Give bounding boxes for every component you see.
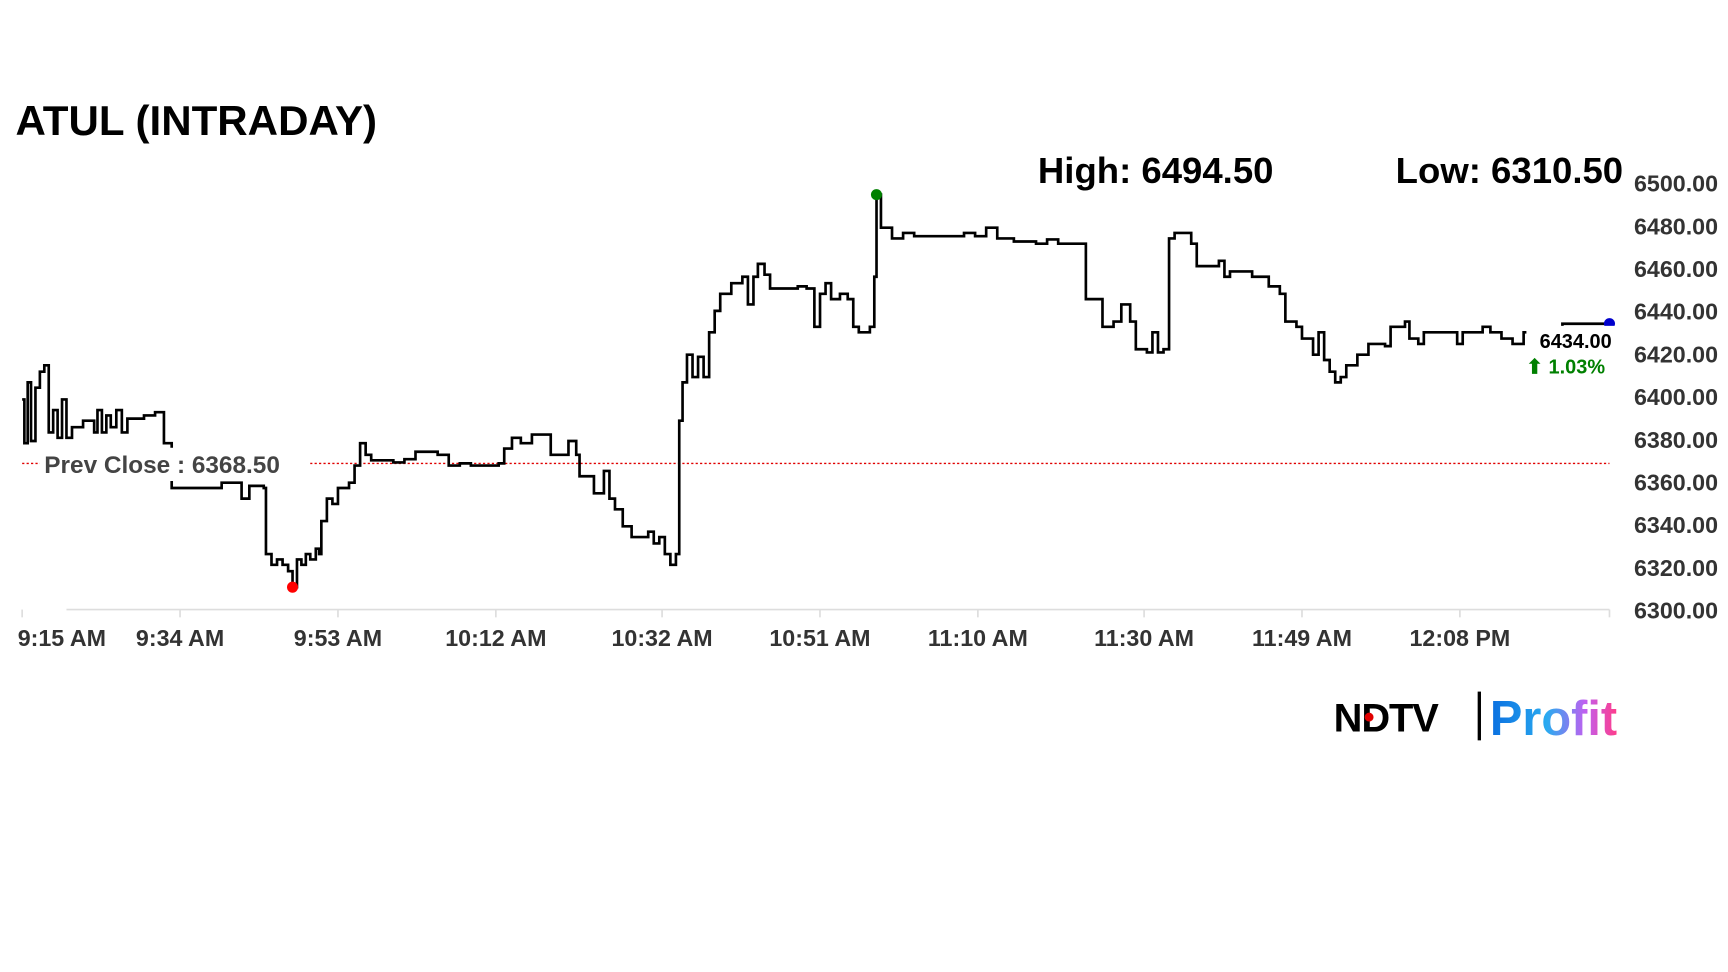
x-tick-label: 10:51 AM xyxy=(769,625,870,651)
chart-title: ATUL (INTRADAY) xyxy=(16,97,378,144)
x-tick-label: 12:08 PM xyxy=(1409,625,1510,651)
last-price-label: 6434.00 xyxy=(1540,331,1612,353)
x-tick-label: 10:12 AM xyxy=(445,625,546,651)
low-marker xyxy=(286,581,299,593)
prev-close-label: Prev Close : 6368.50 xyxy=(44,452,280,479)
y-tick-label: 6440.00 xyxy=(1634,299,1718,325)
y-tick-label: 6420.00 xyxy=(1634,341,1718,367)
high-marker xyxy=(870,189,883,201)
logo-red-dot xyxy=(1364,712,1374,722)
x-tick-label: 10:32 AM xyxy=(611,625,712,651)
axes: 9:15 AM 9:34 AM 9:53 AM 10:12 AM 10:32 AM 10:… xyxy=(18,171,1718,651)
y-tick-label: 6500.00 xyxy=(1634,171,1718,197)
logo-ndtv-text: NDTV xyxy=(1334,696,1440,740)
x-tick-label: 11:30 AM xyxy=(1094,625,1194,651)
markers xyxy=(286,189,1616,593)
change-label: ⬆ 1.03% xyxy=(1526,357,1605,379)
y-tick-label: 6300.00 xyxy=(1634,597,1718,623)
logo-divider xyxy=(1477,691,1481,741)
price-line xyxy=(22,193,1610,589)
y-tick-label: 6460.00 xyxy=(1634,256,1718,282)
x-tick-label: 9:53 AM xyxy=(294,625,382,651)
x-tick-label: 9:15 AM xyxy=(18,625,106,651)
y-tick-label: 6360.00 xyxy=(1634,469,1718,495)
low-label: Low: 6310.50 xyxy=(1396,150,1623,191)
ndtv-profit-logo: NDTV Profit xyxy=(1334,691,1617,746)
x-tick-label: 11:49 AM xyxy=(1252,625,1352,651)
y-tick-label: 6380.00 xyxy=(1634,427,1718,453)
prev-close-label-bg xyxy=(39,447,311,482)
x-tick-label: 9:34 AM xyxy=(136,625,224,651)
logo-profit-text: Profit xyxy=(1490,692,1617,746)
y-tick-label: 6400.00 xyxy=(1634,384,1718,410)
y-tick-label: 6320.00 xyxy=(1634,555,1718,581)
x-tick-label: 11:10 AM xyxy=(928,625,1028,651)
y-tick-label: 6480.00 xyxy=(1634,213,1718,239)
y-tick-label: 6340.00 xyxy=(1634,512,1718,538)
last-price-bg xyxy=(1526,325,1616,375)
high-label: High: 6494.50 xyxy=(1038,150,1274,191)
